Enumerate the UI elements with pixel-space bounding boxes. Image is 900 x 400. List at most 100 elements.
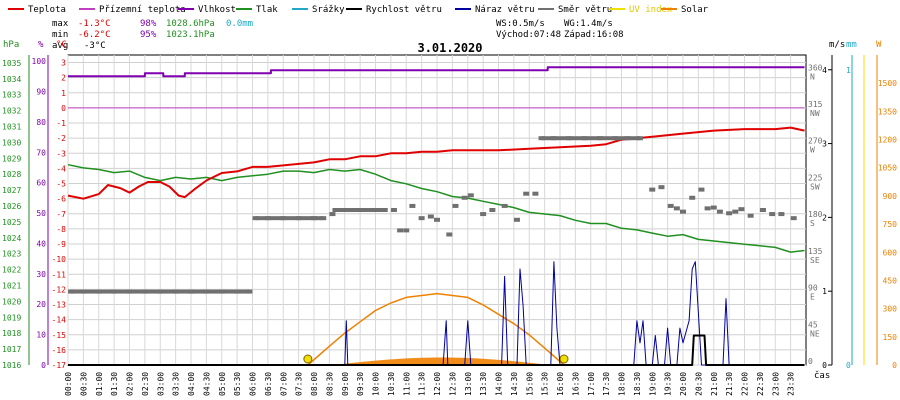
x-tick: 15:00	[525, 372, 534, 396]
hpa-tick: 1031	[2, 123, 21, 132]
x-tick: 04:00	[187, 372, 196, 396]
w-tick: 1350	[878, 107, 897, 116]
ms-unit: m/s	[829, 40, 845, 50]
x-tick: 19:30	[664, 372, 673, 396]
stat-max-press: 1028.6hPa	[166, 19, 215, 29]
wind-dir-point	[397, 228, 404, 233]
x-tick: 01:00	[95, 372, 104, 396]
stat-avg-prefix: avg	[52, 41, 68, 51]
temp-tick: -3	[56, 149, 66, 158]
temp-tick: -11	[52, 270, 67, 279]
x-tick: 09:00	[341, 372, 350, 396]
x-tick: 22:30	[756, 372, 765, 396]
hpa-tick: 1030	[2, 138, 21, 147]
wind-dir-point	[434, 217, 440, 222]
wind-dir-point	[523, 191, 530, 196]
x-tick: 20:00	[679, 372, 688, 396]
sunset-marker	[559, 354, 569, 364]
temp-tick: -16	[52, 346, 67, 355]
hpa-tick: 1023	[2, 250, 21, 259]
wind-dir-point	[427, 214, 434, 219]
x-tick: 23:00	[771, 372, 780, 396]
dir-tick: 90	[808, 284, 818, 293]
wind-speed-line	[68, 334, 805, 366]
hpa-tick: 1026	[2, 202, 21, 211]
pct-tick: 0	[41, 361, 46, 370]
pct-tick: 70	[36, 148, 46, 157]
wind-dir-point	[390, 208, 397, 212]
ms-tick: 2	[822, 213, 827, 222]
dir-tick: 315	[808, 100, 823, 109]
x-tick: 03:00	[156, 372, 165, 396]
x-tick: 01:30	[110, 372, 119, 396]
dir-tick: 225	[808, 173, 823, 182]
wind-dir-point	[680, 209, 686, 214]
hpa-tick: 1033	[2, 91, 21, 100]
legend-label: Teplota	[28, 5, 66, 15]
hpa-tick: 1032	[2, 107, 21, 116]
w-tick: 450	[883, 276, 898, 285]
hpa-tick: 1024	[2, 234, 21, 243]
hpa-tick: 1034	[2, 75, 21, 84]
temp-tick: -13	[52, 301, 67, 310]
dir-label: E	[810, 293, 815, 302]
x-tick: 04:30	[202, 372, 211, 396]
hpa-tick: 1018	[2, 329, 21, 338]
temp-tick: -9	[56, 240, 66, 249]
pct-tick: 10	[36, 331, 46, 340]
temp-tick: -6	[56, 195, 66, 204]
x-tick: 21:00	[710, 372, 719, 396]
stat-max-rain: 0.0mm	[226, 19, 253, 29]
wind-gust-line	[68, 261, 805, 366]
hpa-tick: 1016	[2, 361, 21, 370]
temp-tick: 1	[61, 89, 66, 98]
dir-label: NE	[810, 329, 820, 338]
wind-dir-point	[461, 195, 468, 200]
temp-tick: 3	[61, 59, 66, 68]
wind-dir-point	[769, 212, 776, 217]
legend-label: UV index	[629, 5, 673, 15]
legend-label: Náraz větru	[475, 5, 535, 15]
x-tick: 13:30	[479, 372, 488, 396]
wind-dir-segment	[541, 136, 640, 141]
legend-label: Přízemní teplota	[99, 5, 186, 15]
x-tick: 16:30	[571, 372, 580, 396]
dir-label: SW	[810, 182, 820, 191]
wind-dir-point	[698, 187, 705, 192]
dir-tick: 270	[808, 137, 823, 146]
x-tick: 14:30	[510, 372, 519, 396]
dir-tick: 135	[808, 247, 823, 256]
chart-title: 3.01.2020	[417, 41, 482, 55]
temp-tick: -17	[52, 361, 67, 370]
wind-dir-point	[480, 212, 487, 217]
temp-tick: 2	[61, 74, 66, 83]
chart-legend: Teplota Přízemní teplota Vlhkost Tlak Srážky…	[8, 5, 709, 15]
x-tick: 20:30	[694, 372, 703, 396]
hpa-tick: 1027	[2, 186, 21, 195]
w-unit: W	[876, 40, 882, 50]
wind-dir-point	[489, 208, 496, 212]
wind-dir-point	[689, 195, 696, 200]
stat-min-temp: -6.2°C	[78, 30, 111, 40]
hpa-tick: 1020	[2, 297, 21, 306]
w-tick: 1500	[878, 79, 897, 88]
w-tick: 150	[883, 333, 898, 342]
stat-max-prefix: max	[52, 19, 69, 29]
hpa-tick: 1021	[2, 282, 21, 291]
hpa-tick: 1025	[2, 218, 21, 227]
x-tick: 16:00	[556, 372, 565, 396]
dir-label: W	[810, 146, 815, 155]
stat-min-press: 1023.1hPa	[166, 30, 215, 40]
wind-dir-point	[329, 212, 336, 217]
x-tick: 21:30	[725, 372, 734, 396]
wind-dir-point	[446, 232, 453, 237]
x-tick: 00:30	[79, 372, 88, 396]
temp-tick: -4	[56, 164, 66, 173]
wind-dir-segment	[255, 216, 324, 221]
x-tick: 19:00	[648, 372, 657, 396]
temp-tick: -8	[56, 225, 66, 234]
x-tick: 11:30	[418, 372, 427, 396]
stat-wg: WG:1.4m/s	[564, 19, 613, 29]
temp-tick: -10	[52, 255, 67, 264]
